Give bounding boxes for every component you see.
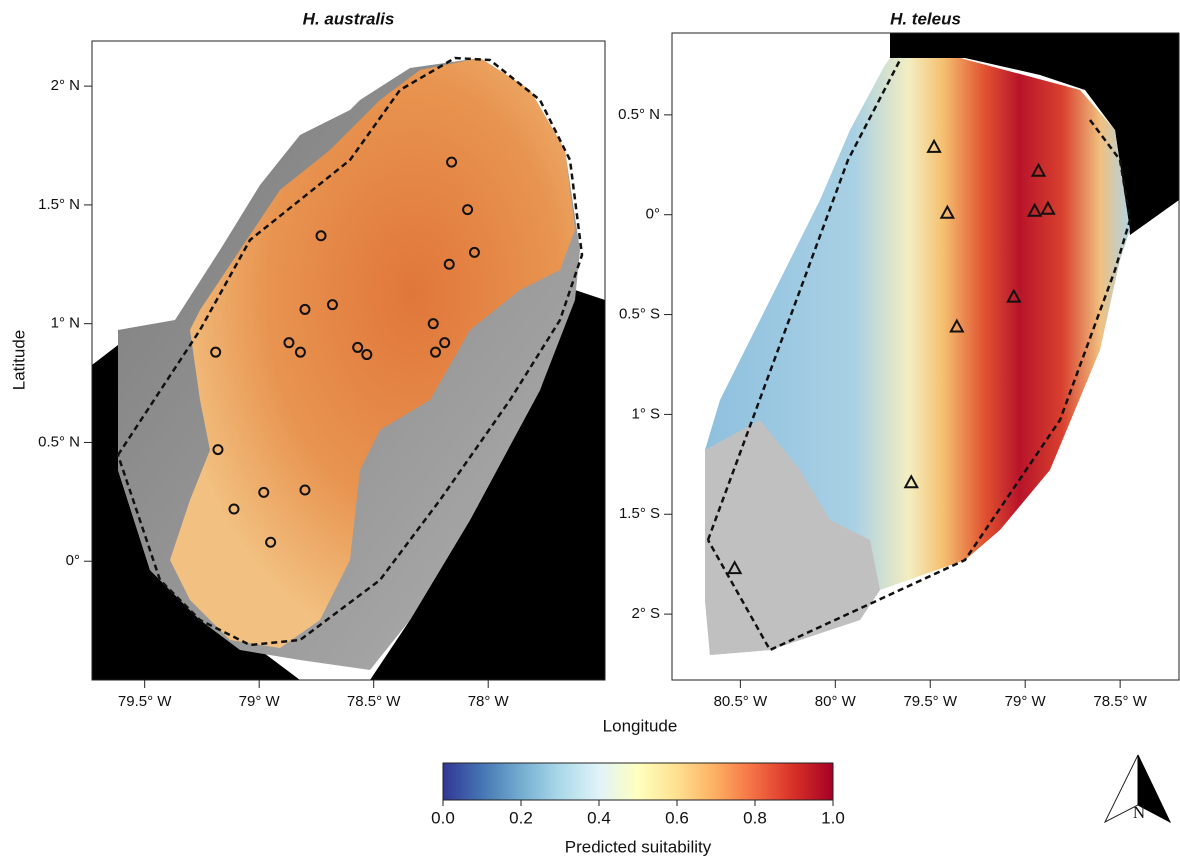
occurrence-point xyxy=(903,474,919,489)
y-tick-label: 2° S xyxy=(631,605,660,622)
occurrence-point xyxy=(1040,200,1056,215)
colorbar-tick-label: 0.4 xyxy=(587,808,611,827)
y-tick-label: 1° N xyxy=(51,315,80,332)
x-tick-label: 79° W xyxy=(239,693,281,710)
colorbar-tick-label: 0.6 xyxy=(665,808,689,827)
occurrence-point xyxy=(427,318,439,330)
occurrence-point xyxy=(1006,288,1022,303)
y-tick-label: 2° N xyxy=(51,77,80,94)
occurrence-point xyxy=(352,341,364,353)
occurrence-point xyxy=(258,486,270,498)
occurrence-point xyxy=(926,138,942,153)
occurrence-point xyxy=(446,156,458,168)
x-tick-label: 78.5° W xyxy=(1093,693,1147,710)
occurrence-point xyxy=(949,318,965,333)
y-tick-label: 0.5° N xyxy=(618,106,660,123)
occurrence-point xyxy=(228,503,240,515)
occurrence-point xyxy=(210,346,222,358)
occurrence-point xyxy=(1027,202,1043,217)
colorbar-tick-label: 0.8 xyxy=(743,808,767,827)
occurrence-point xyxy=(315,230,327,242)
occurrence-point xyxy=(299,484,311,496)
occurrence-point xyxy=(294,346,306,358)
y-tick-label: 1.5° S xyxy=(619,505,660,522)
north-arrow xyxy=(1103,754,1172,824)
x-tick-label: 80.5° W xyxy=(714,693,768,710)
y-axis-title: Latitude xyxy=(9,330,28,391)
x-tick-label: 79.5° W xyxy=(118,693,172,710)
occurrence-point xyxy=(361,349,373,361)
occurrence-point xyxy=(265,536,277,548)
panel-title: H. australis xyxy=(303,9,395,28)
colorbar-tick-label: 1.0 xyxy=(821,808,845,827)
occurrence-point xyxy=(443,258,455,270)
y-tick-label: 1.5° N xyxy=(38,196,80,213)
colorbar-label: Predicted suitability xyxy=(565,837,712,856)
y-tick-label: 0.5° S xyxy=(619,306,660,323)
occurrence-point xyxy=(212,444,224,456)
occurrence-point xyxy=(299,303,311,315)
x-tick-label: 79° W xyxy=(1005,693,1047,710)
colorbar xyxy=(442,762,834,801)
occurrence-point xyxy=(468,246,480,258)
y-tick-label: 1° S xyxy=(631,405,660,422)
colorbar-tick-label: 0.2 xyxy=(509,808,533,827)
map-australis xyxy=(91,40,606,681)
occurrence-point xyxy=(439,337,451,349)
occurrence-point xyxy=(939,204,956,219)
x-tick-label: 78° W xyxy=(468,693,510,710)
x-tick-label: 78.5° W xyxy=(347,693,401,710)
map-teleus xyxy=(671,32,1180,681)
occurrence-point xyxy=(283,337,295,349)
x-tick-label: 80° W xyxy=(815,693,857,710)
y-tick-label: 0° xyxy=(66,552,80,569)
occurrence-point xyxy=(1030,162,1047,177)
y-tick-label: 0.5° N xyxy=(38,433,80,450)
occurrence-point xyxy=(462,204,474,216)
x-tick-label: 79.5° W xyxy=(903,693,957,710)
occurrence-point xyxy=(726,560,743,575)
x-axis-title: Longitude xyxy=(603,716,678,735)
north-label: N xyxy=(1133,803,1145,822)
occurrence-point xyxy=(326,299,338,311)
y-tick-label: 0° xyxy=(646,206,660,223)
panel-title: H. teleus xyxy=(890,9,961,28)
colorbar-tick-label: 0.0 xyxy=(431,808,455,827)
occurrence-point xyxy=(430,346,442,358)
